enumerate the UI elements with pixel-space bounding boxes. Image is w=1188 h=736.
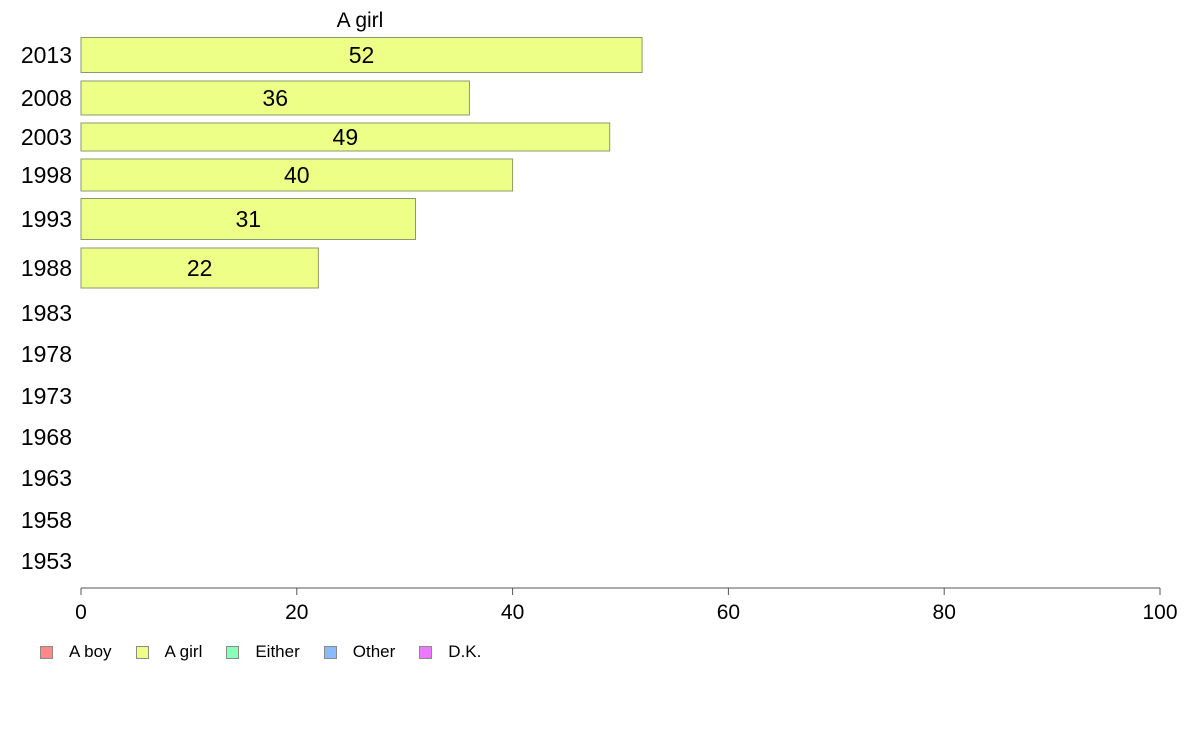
year-label-2003: 2003	[21, 124, 72, 150]
legend-swatch	[226, 645, 240, 659]
year-label-1953: 1953	[21, 548, 72, 574]
bar-value-label-1998: 40	[284, 162, 310, 188]
legend-item-4: D.K.	[419, 642, 481, 662]
bar-value-label-2003: 49	[333, 124, 359, 150]
year-label-1983: 1983	[21, 300, 72, 326]
legend-item-3: Other	[323, 642, 396, 662]
bar-2008	[80, 80, 470, 116]
legend-item-2: Either	[226, 642, 300, 662]
year-label-1988: 1988	[21, 255, 72, 281]
year-label-1963: 1963	[21, 465, 72, 491]
x-tick-label-60: 60	[717, 601, 740, 624]
year-label-1978: 1978	[21, 341, 72, 367]
year-label-1998: 1998	[21, 162, 72, 188]
year-label-1973: 1973	[21, 383, 72, 409]
legend-swatch	[135, 645, 149, 659]
bar-1993	[80, 198, 416, 240]
bar-2013	[80, 37, 643, 73]
legend-item-0: A boy	[40, 642, 112, 662]
x-tick-label-20: 20	[285, 601, 308, 624]
year-label-1993: 1993	[21, 206, 72, 232]
legend-label: Either	[255, 642, 300, 661]
chart-title: A girl	[337, 9, 384, 32]
bar-value-label-1993: 31	[235, 206, 261, 232]
bar-1988	[80, 247, 319, 289]
legend-label: A girl	[164, 642, 203, 661]
bar-value-label-2013: 52	[349, 42, 375, 68]
legend-label: D.K.	[448, 642, 482, 661]
x-tick-label-0: 0	[75, 601, 87, 624]
legend-label: Other	[352, 642, 396, 661]
x-tick-label-40: 40	[501, 601, 524, 624]
legend: A boy A girl Either Other D.K.	[40, 642, 505, 662]
bar-1998	[80, 158, 514, 192]
legend-swatch	[40, 645, 53, 659]
bars-layer: 52 36 49 40 31 22	[80, 37, 643, 289]
legend-swatch	[323, 645, 337, 659]
bar-value-label-2008: 36	[262, 85, 288, 111]
year-label-1958: 1958	[21, 507, 72, 533]
year-label-2013: 2013	[21, 42, 72, 68]
x-tick-label-80: 80	[933, 601, 956, 624]
x-axis: 0 20 40 60 80 100	[75, 587, 1178, 624]
legend-label: A boy	[69, 642, 112, 661]
x-tick-label-100: 100	[1142, 601, 1177, 624]
bar-value-label-1988: 22	[187, 255, 213, 281]
legend-swatch	[419, 645, 433, 659]
year-labels: 2013 2008 2003 1998 1993 1988 1983 1978 1973 1968…	[21, 42, 72, 574]
year-label-2008: 2008	[21, 85, 72, 111]
year-label-1968: 1968	[21, 424, 72, 450]
legend-item-1: A girl	[135, 642, 203, 662]
bar-2003	[80, 122, 611, 152]
